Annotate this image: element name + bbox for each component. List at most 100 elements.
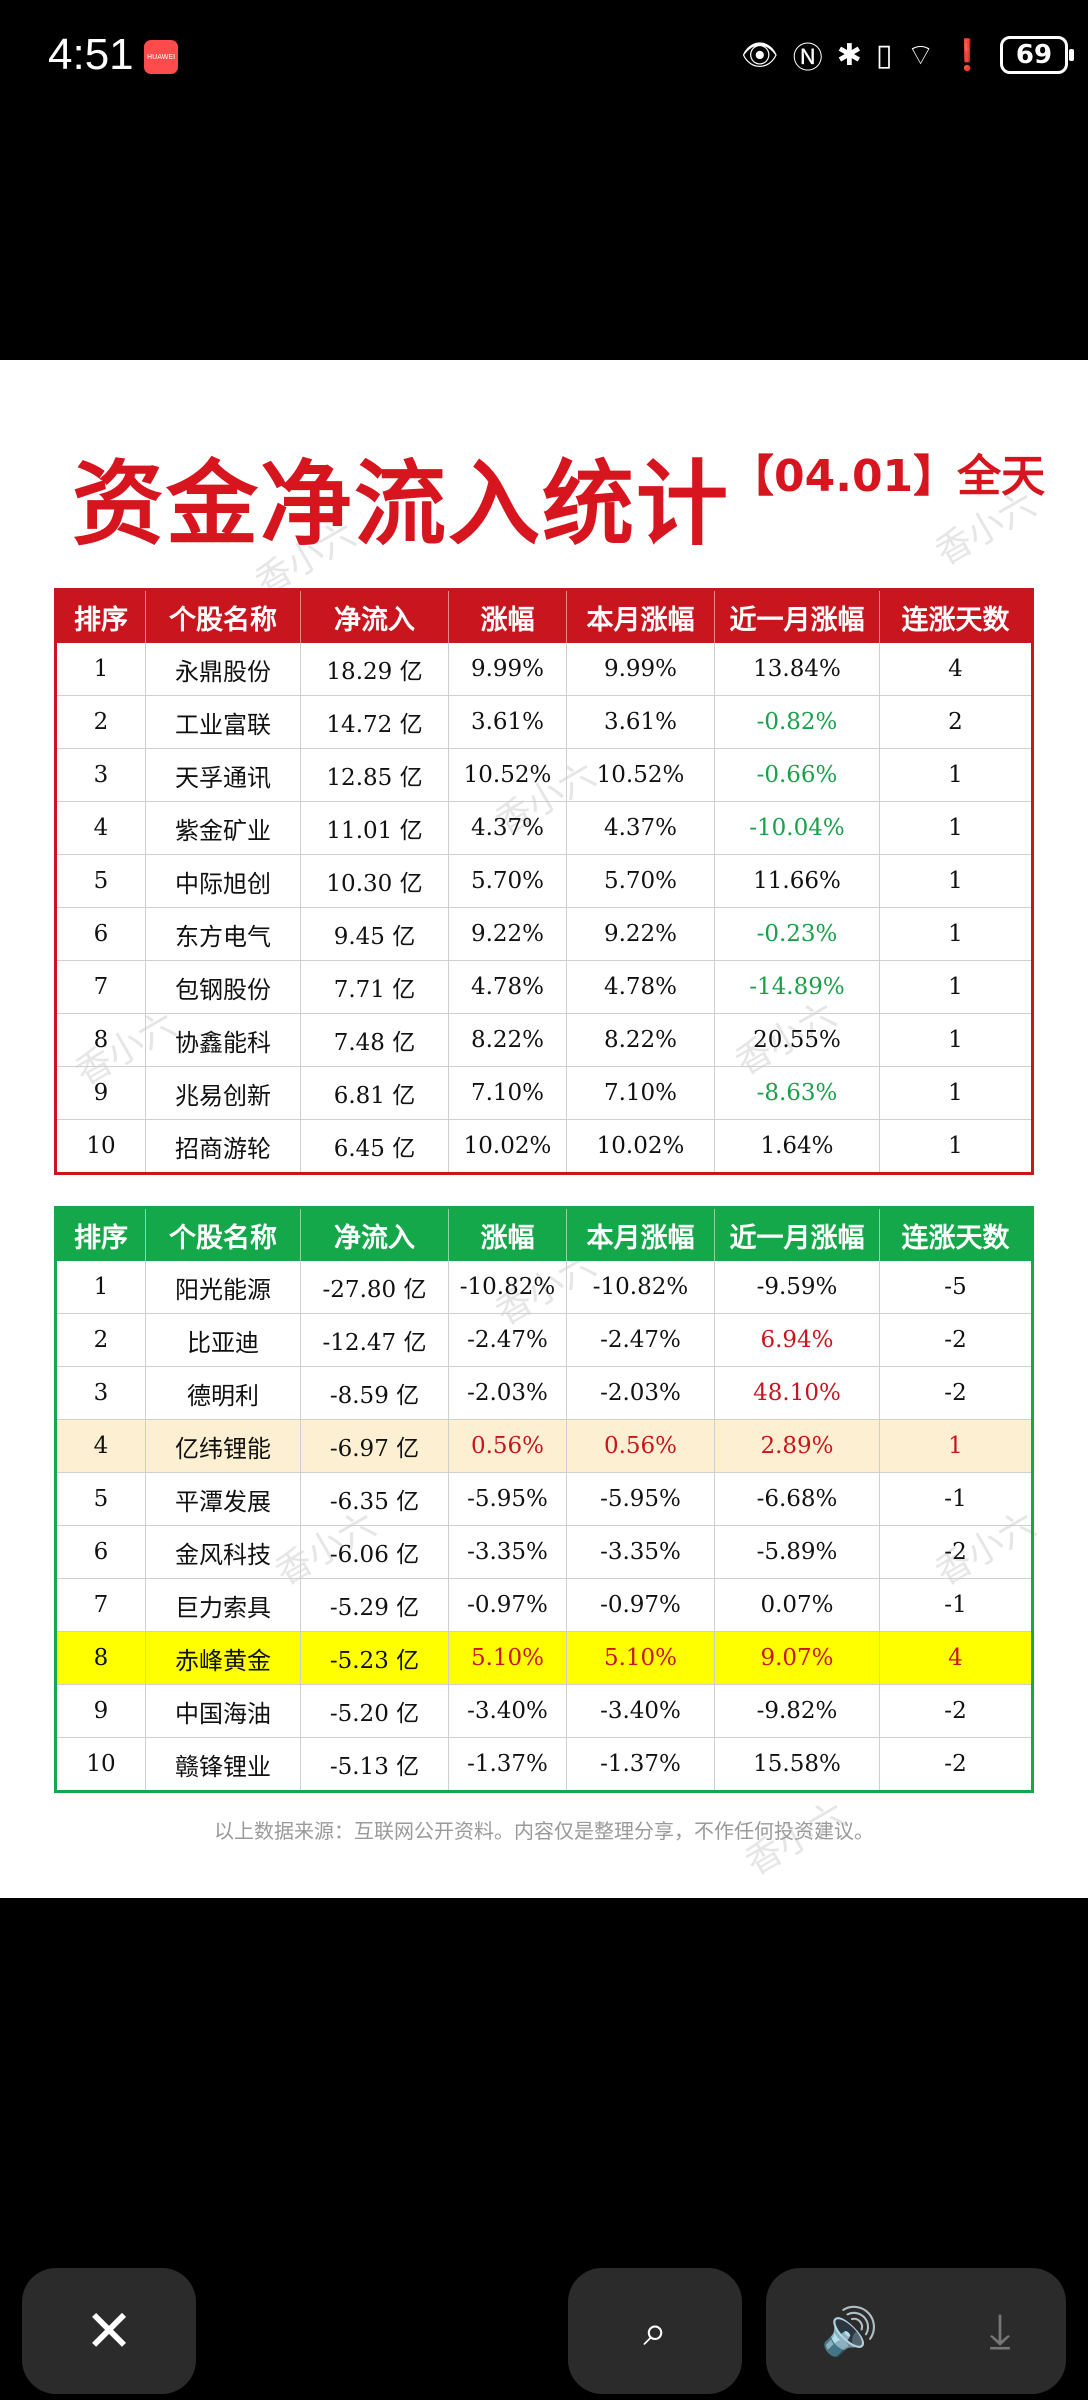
- outflow-table: 排序 个股名称 净流入 涨幅 本月涨幅 近一月涨幅 连涨天数 1 阳光能源 -27.…: [54, 1206, 1034, 1793]
- table-cell: -5.13 亿: [300, 1737, 449, 1792]
- table-cell: 8: [55, 1631, 146, 1685]
- table-cell: -2.47%: [448, 1313, 567, 1367]
- col-header: 排序: [55, 1207, 146, 1261]
- huawei-app-icon: HUAWEI: [144, 40, 178, 74]
- table-cell: 赣锋锂业: [145, 1737, 301, 1792]
- table-cell: 15.58%: [714, 1737, 880, 1792]
- table-cell: 2.89%: [714, 1419, 880, 1473]
- table-cell: 9.45 亿: [300, 907, 449, 961]
- table-cell: 10.02%: [566, 1119, 715, 1174]
- table-header-row: 排序 个股名称 净流入 涨幅 本月涨幅 近一月涨幅 连涨天数: [55, 589, 1033, 643]
- table-row: 7 包钢股份 7.71 亿 4.78% 4.78% -14.89% 1: [55, 960, 1033, 1014]
- table-cell: -8.59 亿: [300, 1366, 449, 1420]
- scan-button[interactable]: ⌕: [568, 2268, 742, 2394]
- table-cell: 亿纬锂能: [145, 1419, 301, 1473]
- table-cell: 0.56%: [566, 1419, 715, 1473]
- table-cell: 6: [55, 1525, 146, 1579]
- table-cell: -10.82%: [448, 1261, 567, 1314]
- table-cell: 1: [879, 1013, 1033, 1067]
- table-cell: -0.66%: [714, 748, 880, 802]
- table-cell: 金风科技: [145, 1525, 301, 1579]
- table-cell: 7: [55, 1578, 146, 1632]
- table-row: 3 天孚通讯 12.85 亿 10.52% 10.52% -0.66% 1: [55, 748, 1033, 802]
- table-cell: -5.95%: [566, 1472, 715, 1526]
- download-icon[interactable]: ⤓: [989, 2302, 1011, 2359]
- table-cell: -27.80 亿: [300, 1261, 449, 1314]
- eye-icon: 👁: [740, 37, 779, 73]
- table-cell: 4: [879, 1631, 1033, 1685]
- table-cell: 4.37%: [566, 801, 715, 855]
- page-title: 资金净流入统计: [72, 451, 731, 558]
- image-viewer-content[interactable]: 资金净流入统计 【04.01】全天 香小六 香小六 香小六 香小六 香小六 香小…: [0, 360, 1088, 1898]
- table-cell: -0.82%: [714, 695, 880, 749]
- status-bar: 4:51 HUAWEI 👁 Ⓝ ✱ ▯ ⌔ ❗ 69: [0, 0, 1088, 115]
- table-cell: 1: [879, 801, 1033, 855]
- col-header: 连涨天数: [879, 589, 1033, 643]
- table-cell: 包钢股份: [145, 960, 301, 1014]
- table-row: 6 东方电气 9.45 亿 9.22% 9.22% -0.23% 1: [55, 907, 1033, 961]
- table-cell: 7.48 亿: [300, 1013, 449, 1067]
- table-cell: 11.66%: [714, 854, 880, 908]
- col-header: 涨幅: [448, 589, 567, 643]
- table-cell: 48.10%: [714, 1366, 880, 1420]
- table-cell: 1: [55, 1261, 146, 1314]
- table-cell: 9: [55, 1684, 146, 1738]
- source-footnote: 以上数据来源：互联网公开资料。内容仅是整理分享，不作任何投资建议。: [214, 1819, 874, 1843]
- table-cell: 4.78%: [566, 960, 715, 1014]
- table-cell: 天孚通讯: [145, 748, 301, 802]
- table-cell: 东方电气: [145, 907, 301, 961]
- nfc-icon: Ⓝ: [792, 41, 823, 76]
- table-row: 4 亿纬锂能 -6.97 亿 0.56% 0.56% 2.89% 1: [55, 1419, 1033, 1473]
- table-cell: 9.22%: [448, 907, 567, 961]
- col-header: 连涨天数: [879, 1207, 1033, 1261]
- table-cell: 10.52%: [448, 748, 567, 802]
- table-cell: -6.35 亿: [300, 1472, 449, 1526]
- table-cell: -9.82%: [714, 1684, 880, 1738]
- table-cell: 1: [879, 854, 1033, 908]
- table-cell: 3.61%: [448, 695, 567, 749]
- table-cell: -1: [879, 1578, 1033, 1632]
- table-cell: 阳光能源: [145, 1261, 301, 1314]
- table-cell: 4: [879, 643, 1033, 696]
- table-cell: -5.89%: [714, 1525, 880, 1579]
- table-cell: 1.64%: [714, 1119, 880, 1174]
- table-cell: 6.94%: [714, 1313, 880, 1367]
- table-cell: -2: [879, 1313, 1033, 1367]
- table-cell: -9.59%: [714, 1261, 880, 1314]
- table-cell: 中国海油: [145, 1684, 301, 1738]
- table-cell: 协鑫能科: [145, 1013, 301, 1067]
- table-cell: 2: [879, 695, 1033, 749]
- col-header: 本月涨幅: [566, 589, 715, 643]
- table-cell: -10.82%: [566, 1261, 715, 1314]
- table-cell: 8.22%: [566, 1013, 715, 1067]
- date-tag: 【04.01】全天: [730, 451, 1046, 502]
- table-cell: -12.47 亿: [300, 1313, 449, 1367]
- table-cell: -3.35%: [566, 1525, 715, 1579]
- table-header-row: 排序 个股名称 净流入 涨幅 本月涨幅 近一月涨幅 连涨天数: [55, 1207, 1033, 1261]
- bluetooth-icon: ✱: [836, 37, 862, 73]
- table-cell: -5.20 亿: [300, 1684, 449, 1738]
- close-button[interactable]: ✕: [22, 2268, 196, 2394]
- table-row: 9 中国海油 -5.20 亿 -3.40% -3.40% -9.82% -2: [55, 1684, 1033, 1738]
- table-cell: 巨力索具: [145, 1578, 301, 1632]
- table-row: 7 巨力索具 -5.29 亿 -0.97% -0.97% 0.07% -1: [55, 1578, 1033, 1632]
- table-cell: -5.23 亿: [300, 1631, 449, 1685]
- table-row: 5 中际旭创 10.30 亿 5.70% 5.70% 11.66% 1: [55, 854, 1033, 908]
- table-cell: 中际旭创: [145, 854, 301, 908]
- table-row: 10 赣锋锂业 -5.13 亿 -1.37% -1.37% 15.58% -2: [55, 1737, 1033, 1792]
- col-header: 个股名称: [145, 589, 301, 643]
- table-cell: 德明利: [145, 1366, 301, 1420]
- scan-icon: ⌕: [643, 2306, 667, 2355]
- table-cell: 10.52%: [566, 748, 715, 802]
- volume-icon[interactable]: 🔊: [821, 2303, 879, 2358]
- table-cell: 9.07%: [714, 1631, 880, 1685]
- table-cell: 7.10%: [448, 1066, 567, 1120]
- table-cell: 7: [55, 960, 146, 1014]
- close-icon: ✕: [84, 2297, 134, 2365]
- table-cell: -2.03%: [566, 1366, 715, 1420]
- table-cell: -6.68%: [714, 1472, 880, 1526]
- table-cell: -0.23%: [714, 907, 880, 961]
- table-cell: 11.01 亿: [300, 801, 449, 855]
- table-cell: 兆易创新: [145, 1066, 301, 1120]
- table-cell: 5.10%: [448, 1631, 567, 1685]
